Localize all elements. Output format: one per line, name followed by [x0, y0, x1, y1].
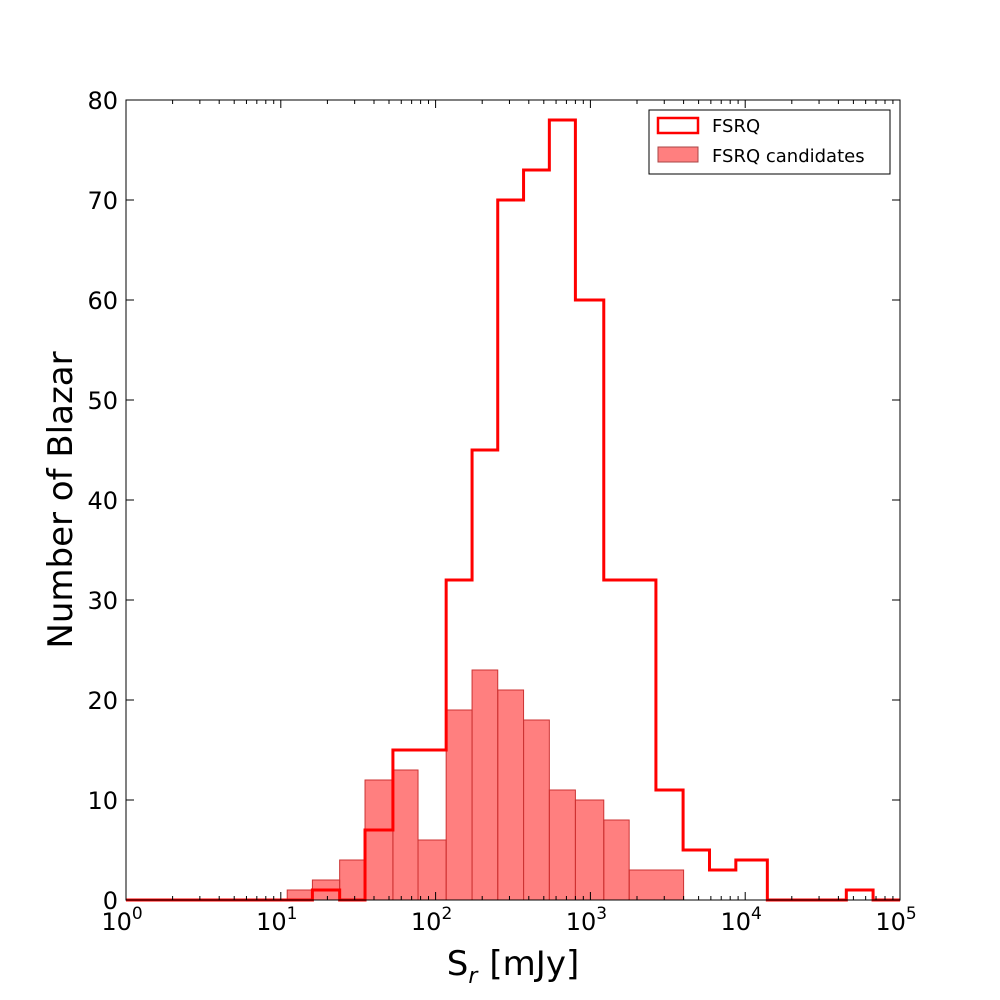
y-tick-label: 10 [87, 787, 118, 815]
candidates-bar [417, 839, 447, 901]
x-tick-label: 101 [256, 904, 297, 936]
x-tick-label: 100 [101, 904, 142, 936]
y-tick-label: 50 [87, 387, 118, 415]
x-tick-exponent: 2 [441, 904, 452, 924]
y-tick-label: 70 [87, 187, 118, 215]
x-tick-label: 105 [875, 904, 916, 936]
x-tick-labels: 100 101 102 103 104 105 [101, 904, 916, 936]
x-tick-base: 10 [875, 908, 906, 936]
series-fsrq-candidates [286, 669, 685, 901]
x-axis-title: Sr [mJy] [447, 944, 579, 989]
x-tick-exponent: 0 [132, 904, 143, 924]
axes-border [125, 99, 901, 901]
candidates-bar [497, 689, 525, 901]
y-tick-label: 80 [87, 87, 118, 115]
x-tick-label: 103 [566, 904, 607, 936]
x-tick-exponent: 3 [596, 904, 607, 924]
candidates-bar [392, 769, 419, 901]
candidates-bar [445, 709, 473, 901]
x-tick-exponent: 5 [906, 904, 917, 924]
y-tick-label: 60 [87, 287, 118, 315]
candidates-bar [339, 859, 366, 901]
x-tick-label: 104 [721, 904, 762, 936]
legend-swatch-fsrq [656, 116, 700, 135]
x-tick-base: 10 [256, 908, 287, 936]
legend-label-fsrq: FSRQ [712, 116, 760, 137]
candidates-bar [548, 789, 576, 901]
y-tick-label: 40 [87, 487, 118, 515]
candidates-bar [471, 669, 499, 901]
x-tick-base: 10 [101, 908, 132, 936]
candidates-bar [628, 869, 685, 901]
legend: FSRQ FSRQ candidates [648, 109, 891, 175]
candidates-bar [364, 779, 394, 901]
x-tick-label: 102 [411, 904, 452, 936]
candidates-bar [574, 799, 605, 901]
y-tick-label: 30 [87, 587, 118, 615]
x-axis-title-unit: [mJy] [489, 944, 579, 984]
legend-swatch-fsrq-candidates [657, 146, 699, 163]
x-tick-base: 10 [721, 908, 752, 936]
x-tick-exponent: 1 [287, 904, 298, 924]
legend-box [648, 109, 891, 175]
y-tick-label: 0 [103, 887, 118, 915]
y-axis-title: Number of Blazar [41, 351, 81, 648]
x-tick-base: 10 [411, 908, 442, 936]
series-fsrq [126, 118, 900, 902]
y-tick-label: 20 [87, 687, 118, 715]
x-axis-title-base: S [447, 944, 469, 984]
x-tick-exponent: 4 [751, 904, 762, 924]
candidates-bar [523, 719, 550, 901]
y-tick-labels: 0 10 20 30 40 50 60 70 80 [87, 87, 118, 915]
candidates-bar [603, 819, 630, 901]
axis-ticks [125, 99, 901, 901]
legend-label-fsrq-candidates: FSRQ candidates [712, 146, 865, 167]
x-tick-base: 10 [566, 908, 597, 936]
fsrq-step-line [126, 118, 900, 902]
x-axis-title-subscript: r [468, 964, 479, 989]
